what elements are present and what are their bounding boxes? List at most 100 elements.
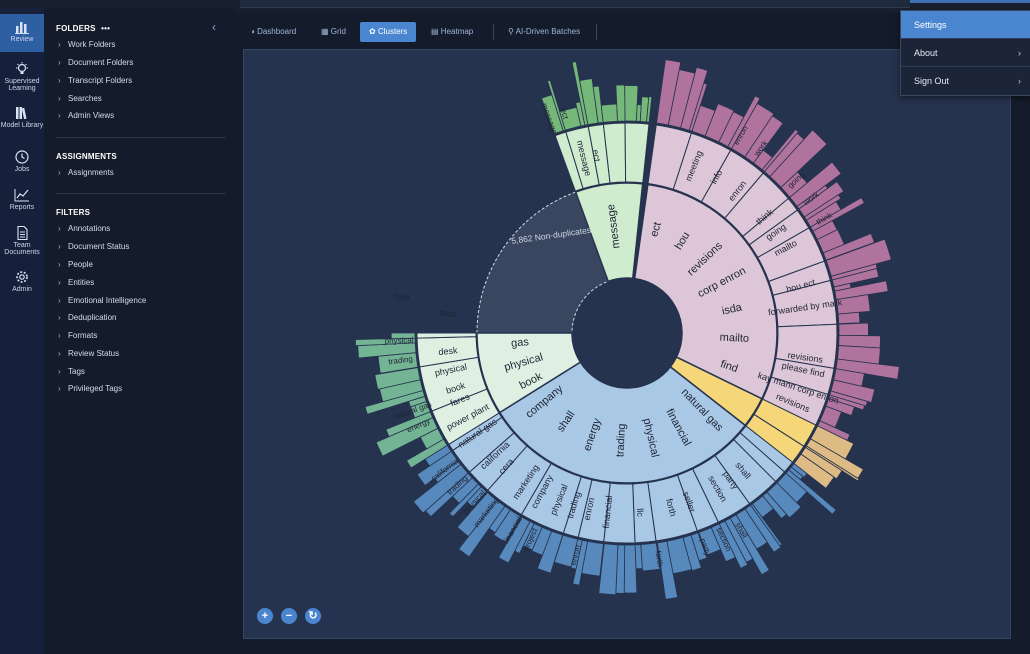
filter-document-status[interactable]: › Document Status	[58, 242, 129, 251]
cluster-leaf[interactable]	[837, 311, 861, 325]
rail-admin[interactable]: Admin	[0, 266, 44, 298]
menu-item-sign-out[interactable]: Sign Out ›	[901, 67, 1030, 95]
chevron-right-icon: ›	[58, 224, 61, 233]
chevron-right-icon: ›	[58, 40, 61, 49]
cluster-leaf[interactable]	[698, 527, 722, 556]
zoom-out-button[interactable]: −	[281, 608, 297, 624]
cluster-leaf[interactable]	[838, 322, 869, 337]
leaf-label: enron	[569, 544, 582, 566]
rail-review[interactable]: Review	[0, 14, 44, 52]
filter-entities[interactable]: › Entities	[58, 278, 94, 287]
chevron-right-icon: ›	[58, 94, 61, 103]
zoom-in-button[interactable]: +	[257, 608, 273, 624]
top-accent	[910, 0, 1030, 3]
subcluster-label: llc	[635, 508, 646, 518]
chevron-right-icon: ›	[58, 242, 61, 251]
cluster-leaf[interactable]	[598, 543, 619, 596]
clock-icon	[15, 150, 29, 164]
tab-clusters[interactable]: ✿ Clusters	[360, 22, 417, 42]
gear-icon	[16, 271, 28, 283]
cluster-leaf[interactable]	[497, 516, 531, 564]
filter-emotional-intelligence[interactable]: › Emotional Intelligence	[58, 296, 146, 305]
rail-team-documents[interactable]: Team Documents	[0, 222, 44, 262]
chevron-right-icon: ›	[58, 349, 61, 358]
sidebar-item-searches[interactable]: › Searches	[58, 94, 102, 103]
folders-more-icon[interactable]: •••	[101, 24, 111, 33]
menu-item-label: Settings	[914, 20, 947, 30]
cluster-leaf[interactable]	[624, 85, 639, 122]
tab-label: Dashboard	[257, 27, 297, 36]
cluster-leaf[interactable]	[600, 103, 618, 123]
sidebar-item-label: Document Status	[68, 242, 130, 251]
cluster-segment-mint[interactable]	[476, 332, 582, 414]
rail-jobs[interactable]: Jobs	[0, 146, 44, 178]
rail-reports[interactable]: Reports	[0, 184, 44, 216]
sidebar-item-label: Annotations	[68, 224, 111, 233]
sidebar-item-assignments[interactable]: › Assignments	[58, 168, 114, 177]
cluster-subsegment[interactable]	[624, 122, 650, 184]
document-icon	[17, 226, 28, 240]
reset-zoom-button[interactable]: ↻	[305, 608, 321, 624]
cluster-segment-pink[interactable]	[633, 183, 778, 400]
books-icon	[16, 107, 27, 120]
cluster-label: ect	[648, 221, 664, 238]
menu-item-settings[interactable]: Settings	[901, 11, 1030, 39]
rail-label: Supervised Learning	[4, 78, 40, 92]
cluster-label: trading	[614, 423, 628, 457]
collapse-sidebar-icon[interactable]: ‹	[212, 20, 216, 34]
cluster-label: isda	[721, 301, 744, 317]
tab-separator	[493, 24, 494, 40]
folders-title-text: FOLDERS	[56, 24, 96, 33]
tab-dashboard[interactable]: ◑ Dashboard	[244, 22, 302, 42]
leaf-label: physical	[385, 336, 414, 346]
cluster-leaf[interactable]	[390, 332, 416, 340]
tab-heatmap[interactable]: ▤ Heatmap	[425, 22, 479, 42]
sidebar-item-transcript-folders[interactable]: › Transcript Folders	[58, 76, 132, 85]
sidebar-item-label: Tags	[68, 367, 85, 376]
sidebar-item-work-folders[interactable]: › Work Folders	[58, 40, 115, 49]
rail-label: Model Library	[0, 122, 44, 129]
chevron-right-icon: ›	[58, 313, 61, 322]
cluster-segment-green[interactable]	[574, 182, 644, 283]
sidebar-item-admin-views[interactable]: › Admin Views	[58, 111, 114, 120]
filter-privileged-tags[interactable]: › Privileged Tags	[58, 384, 122, 393]
tab-label: Grid	[330, 27, 346, 36]
rail-model-library[interactable]: Model Library	[0, 100, 44, 140]
folders-title: FOLDERS •••	[56, 24, 110, 33]
cluster-leaf[interactable]	[374, 367, 421, 390]
cluster-leaf[interactable]	[615, 84, 626, 122]
filter-deduplication[interactable]: › Deduplication	[58, 313, 116, 322]
filter-people[interactable]: › People	[58, 260, 93, 269]
filter-review-status[interactable]: › Review Status	[58, 349, 119, 358]
rail-supervised-learning[interactable]: Supervised Learning	[0, 56, 44, 96]
chevron-right-icon: ›	[58, 296, 61, 305]
cluster-leaf[interactable]	[656, 540, 679, 600]
leaf-label: forth	[654, 550, 665, 567]
tab-grid[interactable]: ▦ Grid	[315, 22, 352, 42]
divider	[56, 137, 226, 138]
cluster-leaf[interactable]	[822, 232, 875, 261]
filter-formats[interactable]: › Formats	[58, 331, 97, 340]
cluster-subsegment[interactable]	[416, 332, 477, 339]
filter-annotations[interactable]: › Annotations	[58, 224, 110, 233]
chevron-right-icon: ›	[1018, 76, 1021, 86]
line-chart-icon	[14, 189, 29, 202]
cluster-segment-non-duplicates[interactable]	[476, 191, 609, 334]
cluster-leaf[interactable]	[623, 544, 638, 594]
filter-tags[interactable]: › Tags	[58, 367, 85, 376]
subcluster-label: ect	[590, 149, 602, 163]
tab-separator	[596, 24, 597, 40]
subcluster-label: forth	[664, 498, 678, 518]
grid-icon: ▦	[321, 27, 329, 36]
sidebar-item-label: Deduplication	[68, 313, 117, 322]
subcluster-label: enron	[582, 497, 597, 522]
top-bar	[0, 0, 1030, 12]
cluster-leaf[interactable]	[456, 492, 498, 538]
tab-ai-driven-batches[interactable]: ⚲ AI-Driven Batches	[502, 22, 586, 42]
cluster-segment-blue[interactable]	[498, 361, 747, 484]
sidebar-item-document-folders[interactable]: › Document Folders	[58, 58, 133, 67]
menu-item-about[interactable]: About ›	[901, 39, 1030, 67]
sunburst-center[interactable]	[573, 279, 681, 387]
cluster-leaf[interactable]	[646, 96, 653, 123]
